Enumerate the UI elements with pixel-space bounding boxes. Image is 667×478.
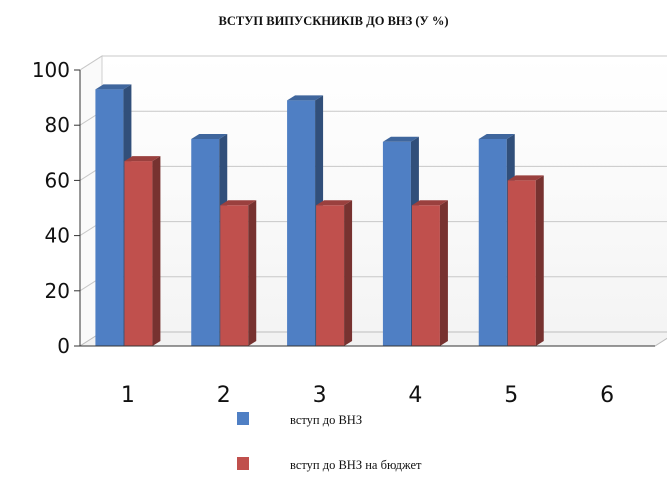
bar-front [478, 139, 507, 346]
bar-top [382, 136, 419, 142]
bar-side [535, 175, 544, 346]
legend-label: вступ до ВНЗ [290, 413, 362, 427]
bar [411, 200, 448, 346]
x-tick-label: 6 [600, 383, 614, 408]
bar-front [124, 161, 153, 346]
y-tick-label: 20 [45, 279, 70, 303]
y-tick-label: 60 [45, 168, 70, 192]
bar-front [411, 205, 440, 346]
legend-swatch [237, 457, 249, 470]
chart-floor [78, 331, 667, 347]
x-tick-label: 3 [313, 383, 327, 408]
chart-title: ВСТУП ВИПУСКНИКІВ ДО ВНЗ (У %) [218, 14, 449, 28]
x-tick-label: 2 [217, 383, 231, 408]
bar [124, 156, 161, 346]
gridline [79, 55, 667, 71]
bar-front [191, 139, 220, 346]
bar-front [316, 205, 345, 346]
bar [316, 200, 353, 346]
bar-top [507, 175, 544, 181]
bar-top [124, 156, 161, 162]
y-tick-label: 0 [57, 334, 70, 358]
bar-front [220, 205, 249, 346]
legend-label: вступ до ВНЗ на бюджет [290, 458, 422, 472]
y-tick-label: 100 [32, 58, 70, 82]
bar [507, 175, 544, 346]
bar-front [95, 89, 124, 346]
bar-front [382, 141, 411, 346]
bar-top [191, 134, 228, 139]
bar-top [220, 200, 257, 206]
bar-side [439, 200, 448, 346]
x-tick-label: 4 [408, 383, 422, 408]
y-tick-label: 80 [45, 113, 70, 137]
bar-front [287, 100, 316, 346]
bar-side [344, 200, 353, 346]
x-tick-label: 5 [504, 383, 518, 408]
bar-top [287, 95, 324, 101]
y-tick-label: 40 [45, 224, 70, 248]
bar-top [95, 84, 132, 90]
legend-swatch [237, 412, 249, 425]
bar-front [507, 180, 536, 346]
x-tick-label: 1 [121, 383, 135, 408]
bar-side [248, 200, 257, 346]
bar-top [316, 200, 353, 206]
bar [220, 200, 257, 346]
bar-top [411, 200, 448, 206]
bar-top [478, 134, 515, 139]
bar-side [152, 156, 161, 346]
